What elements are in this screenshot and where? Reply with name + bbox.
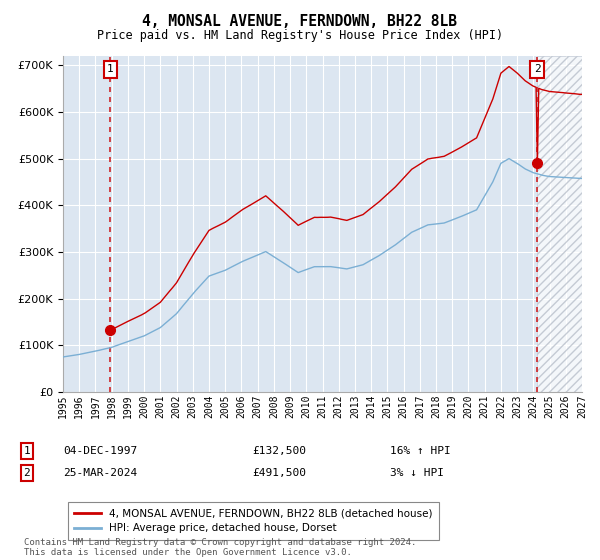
Text: 3% ↓ HPI: 3% ↓ HPI bbox=[390, 468, 444, 478]
Text: 2: 2 bbox=[533, 64, 541, 74]
Text: Price paid vs. HM Land Registry's House Price Index (HPI): Price paid vs. HM Land Registry's House … bbox=[97, 29, 503, 42]
Text: £491,500: £491,500 bbox=[252, 468, 306, 478]
Text: 25-MAR-2024: 25-MAR-2024 bbox=[63, 468, 137, 478]
Text: 04-DEC-1997: 04-DEC-1997 bbox=[63, 446, 137, 456]
Text: 2: 2 bbox=[23, 468, 31, 478]
Legend: 4, MONSAL AVENUE, FERNDOWN, BH22 8LB (detached house), HPI: Average price, detac: 4, MONSAL AVENUE, FERNDOWN, BH22 8LB (de… bbox=[68, 502, 439, 540]
Text: 1: 1 bbox=[107, 64, 114, 74]
Text: Contains HM Land Registry data © Crown copyright and database right 2024.
This d: Contains HM Land Registry data © Crown c… bbox=[24, 538, 416, 557]
Text: £132,500: £132,500 bbox=[252, 446, 306, 456]
Text: 4, MONSAL AVENUE, FERNDOWN, BH22 8LB: 4, MONSAL AVENUE, FERNDOWN, BH22 8LB bbox=[143, 14, 458, 29]
Text: 16% ↑ HPI: 16% ↑ HPI bbox=[390, 446, 451, 456]
Text: 1: 1 bbox=[23, 446, 31, 456]
